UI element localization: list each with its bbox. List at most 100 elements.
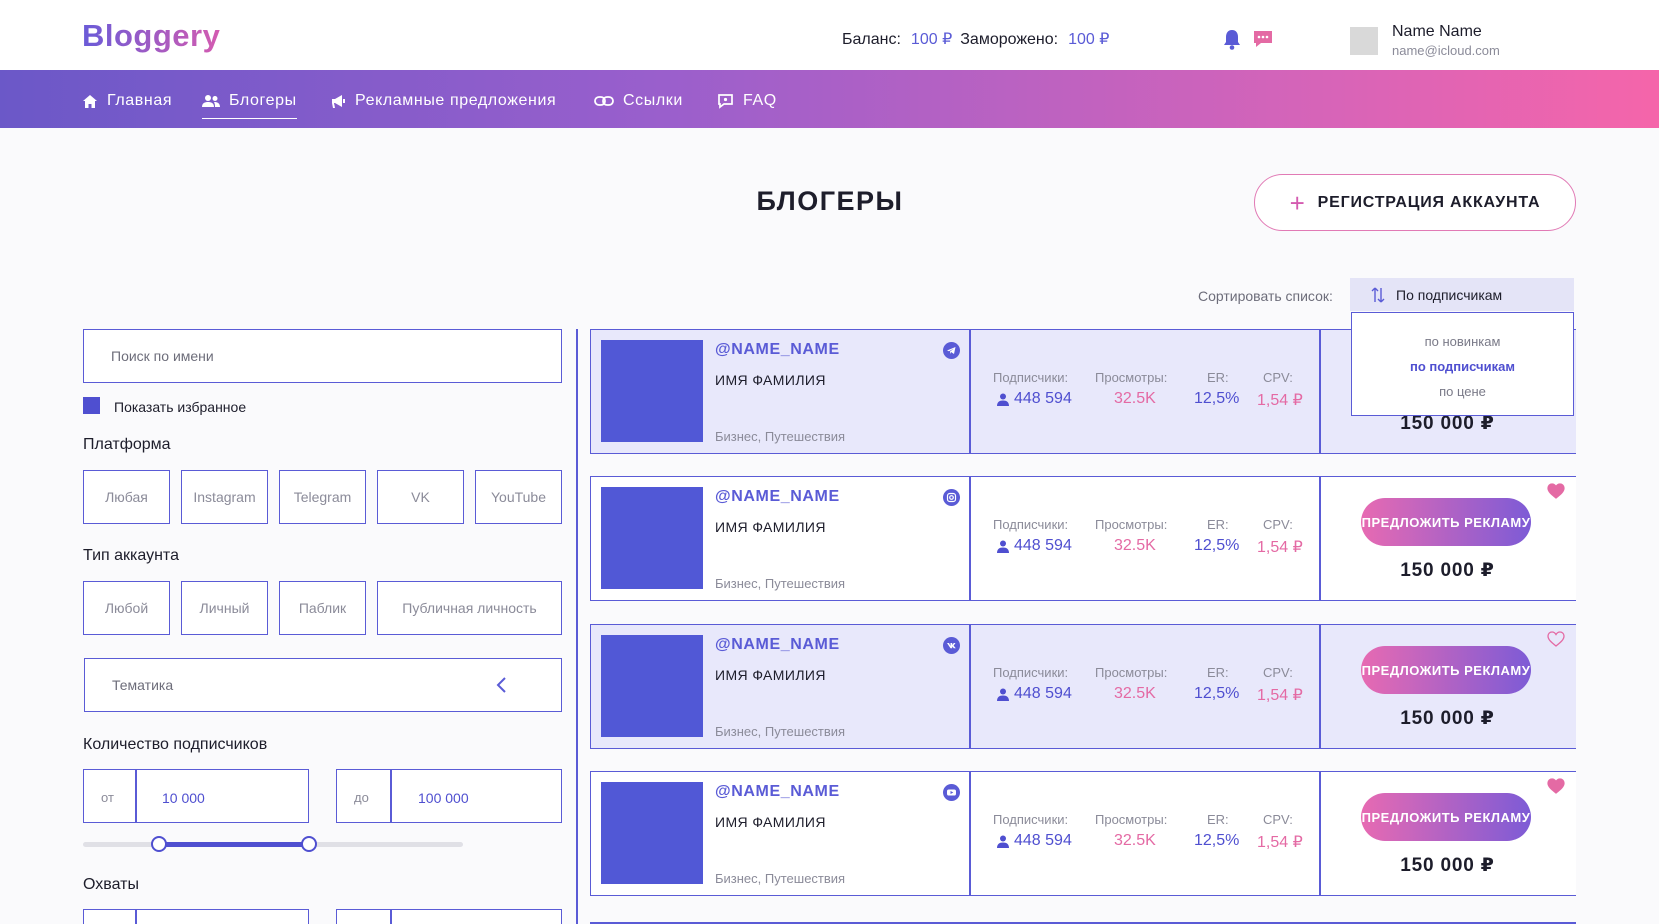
account-type-chip-public-person[interactable]: Публичная личность [377,581,562,635]
offer-ad-button[interactable]: ПРЕДЛОЖИТЬ РЕКЛАМУ [1361,646,1531,694]
ad-price: 150 000 ₽ [1400,855,1495,876]
show-favorites-label[interactable]: Показать избранное [114,399,247,415]
sort-label: Сортировать список: [1198,288,1333,304]
card-divider [1319,772,1321,895]
blogger-photo[interactable] [601,487,703,589]
platform-chip-vk[interactable]: VK [377,470,464,524]
frozen-value: 100 ₽ [1068,31,1110,48]
sort-select[interactable]: По подписчикам [1350,278,1574,311]
reach-from-field[interactable] [83,909,309,924]
nav-item-label: Блогеры [229,92,297,109]
reach-to-field[interactable] [336,909,562,924]
nav-item-bloggers[interactable]: Блогеры [202,89,297,119]
blogger-tags: Бизнес, Путешествия [715,724,846,739]
account-type-chip-any[interactable]: Любой [83,581,170,635]
messages-icon[interactable] [1252,29,1274,49]
link-icon [594,96,614,106]
search-placeholder: Поиск по имени [111,348,214,364]
card-divider [969,625,971,748]
vk-icon [943,637,960,654]
frozen-label: Заморожено: [960,31,1059,48]
card-divider [969,477,971,600]
nav-item-links[interactable]: Ссылки [594,89,683,113]
avatar[interactable] [1350,27,1378,55]
card-divider [1319,625,1321,748]
blogger-card[interactable]: @NAME_NAME ИМЯ ФАМИЛИЯ Бизнес, Путешеств… [590,476,1576,601]
subscribers-label: Подписчики: [993,370,1069,385]
user-name[interactable]: Name Name [1392,23,1482,40]
er-label: ER: [1207,812,1229,827]
topic-select[interactable]: Тематика [84,658,562,712]
offer-ad-button[interactable]: ПРЕДЛОЖИТЬ РЕКЛАМУ [1361,793,1531,841]
field-divider [390,910,392,924]
subscribers-slider-min-handle[interactable] [151,836,167,852]
blogger-handle[interactable]: @NAME_NAME [715,341,840,358]
blogger-photo[interactable] [601,340,703,442]
balance-info: Баланс: 100 ₽ Заморожено: 100 ₽ [842,29,1117,49]
ad-price: 150 000 ₽ [1400,708,1495,729]
nav-item-label: Ссылки [623,92,683,109]
subscribers-slider-max-handle[interactable] [301,836,317,852]
reach-label: Охваты [83,876,139,893]
sort-option-subscribers[interactable]: по подписчикам [1410,359,1515,374]
blogger-fullname: ИМЯ ФАМИЛИЯ [715,519,826,535]
nav-item-label: FAQ [743,92,777,109]
nav-item-home[interactable]: Главная [82,89,172,113]
cpv-value: 1,54 ₽ [1257,834,1303,851]
blogger-card[interactable]: @NAME_NAME ИМЯ ФАМИЛИЯ Бизнес, Путешеств… [590,771,1576,896]
youtube-icon [943,784,960,801]
subscribers-value: 448 594 [997,832,1072,850]
views-label: Просмотры: [1095,370,1168,385]
cpv-value: 1,54 ₽ [1257,392,1303,409]
blogger-handle[interactable]: @NAME_NAME [715,783,840,800]
bell-icon[interactable] [1222,28,1242,50]
subscribers-label: Подписчики: [993,517,1069,532]
blogger-card[interactable]: @NAME_NAME ИМЯ ФАМИЛИЯ Бизнес, Путешеств… [590,624,1576,749]
account-type-chip-public-page[interactable]: Паблик [279,581,366,635]
card-stats-zone [970,772,1319,895]
favorite-heart-icon[interactable] [1547,483,1565,499]
subscribers-value: 448 594 [997,685,1072,703]
subscribers-label: Подписчики: [993,812,1069,827]
platform-chip-any[interactable]: Любая [83,470,170,524]
subscribers-from-field[interactable]: от 10 000 [83,769,309,823]
person-icon [997,835,1009,848]
views-label: Просмотры: [1095,665,1168,680]
subscribers-count: 448 594 [1014,537,1072,554]
offer-ad-button[interactable]: ПРЕДЛОЖИТЬ РЕКЛАМУ [1361,498,1531,546]
platform-chip-instagram[interactable]: Instagram [181,470,268,524]
favorite-heart-icon[interactable] [1547,631,1565,647]
panel-divider [576,329,578,924]
nav-item-ad-offers[interactable]: Рекламные предложения [330,89,556,113]
field-divider [390,770,392,822]
to-value: 100 000 [418,790,469,806]
to-label: до [354,790,369,805]
subscribers-slider-range [159,842,309,847]
subscribers-to-field[interactable]: до 100 000 [336,769,562,823]
platform-chip-telegram[interactable]: Telegram [279,470,366,524]
blogger-handle[interactable]: @NAME_NAME [715,636,840,653]
nav-item-label: Главная [107,92,173,109]
blogger-tags: Бизнес, Путешествия [715,871,846,886]
sort-option-newest[interactable]: по новинкам [1424,334,1501,349]
cpv-label: CPV: [1263,665,1293,680]
blogger-photo[interactable] [601,635,703,737]
show-favorites-checkbox[interactable] [83,397,100,414]
sort-option-price[interactable]: по цене [1439,384,1486,399]
megaphone-icon [332,95,345,108]
blogger-handle[interactable]: @NAME_NAME [715,488,840,505]
nav-item-faq[interactable]: FAQ [716,89,777,113]
blogger-fullname: ИМЯ ФАМИЛИЯ [715,372,826,388]
ad-price: 150 000 ₽ [1400,560,1495,581]
card-divider [969,330,971,453]
blogger-photo[interactable] [601,782,703,884]
favorite-heart-icon[interactable] [1547,778,1565,794]
person-icon [997,688,1009,701]
register-account-button[interactable]: + РЕГИСТРАЦИЯ АККАУНТА [1254,174,1576,231]
card-stats-zone [970,330,1319,453]
search-input[interactable]: Поиск по имени [83,329,562,383]
account-type-chip-personal[interactable]: Личный [181,581,268,635]
topic-placeholder: Тематика [112,677,174,693]
platform-chip-youtube[interactable]: YouTube [475,470,562,524]
logo[interactable]: Bloggery [82,18,221,53]
